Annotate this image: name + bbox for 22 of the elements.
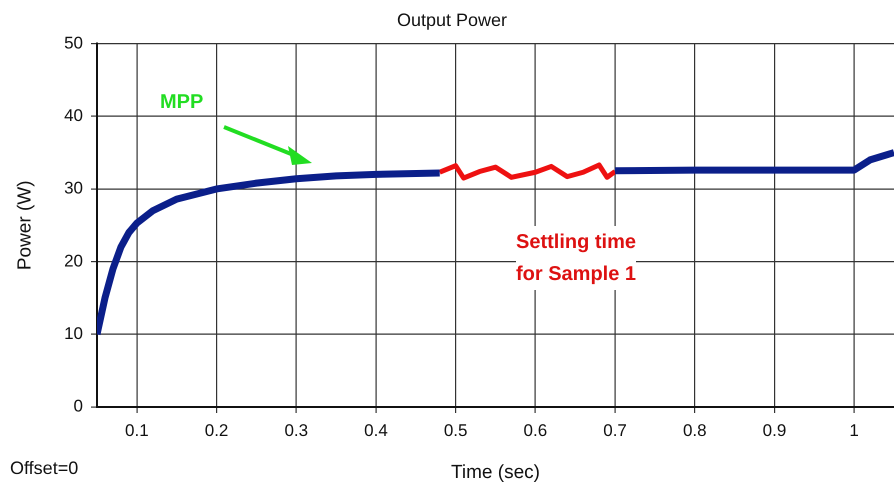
x-tick-label: 1 [849, 420, 859, 440]
x-tick-label: 0.3 [284, 420, 308, 440]
x-tick-label: 0.5 [444, 420, 468, 440]
y-tick-label: 30 [64, 178, 83, 198]
y-tick-label: 20 [64, 251, 83, 270]
x-tick-label: 0.4 [364, 420, 388, 440]
text: Offset=0 [10, 458, 78, 479]
x-tick-label: 0.6 [524, 420, 548, 440]
x-axis-title: Time (sec) [450, 462, 540, 483]
y-tick-label: 10 [64, 324, 83, 344]
annotation: Settling time for Sample 1 [516, 226, 636, 290]
y-tick-label: 50 [64, 33, 83, 52]
x-tick-label: 0.7 [603, 420, 627, 440]
y-axis-title: Power (W) [14, 180, 36, 270]
y-tick-label: 40 [64, 106, 83, 125]
x-tick-label: 0.9 [762, 420, 786, 440]
x-tick-label: 0.1 [125, 420, 149, 440]
x-tick-label: 0.2 [204, 420, 228, 440]
y-tick-label: 0 [74, 396, 83, 416]
chart-title: Output Power [396, 10, 508, 30]
annotation: MPP [160, 90, 204, 115]
x-tick-label: 0.8 [682, 420, 707, 440]
